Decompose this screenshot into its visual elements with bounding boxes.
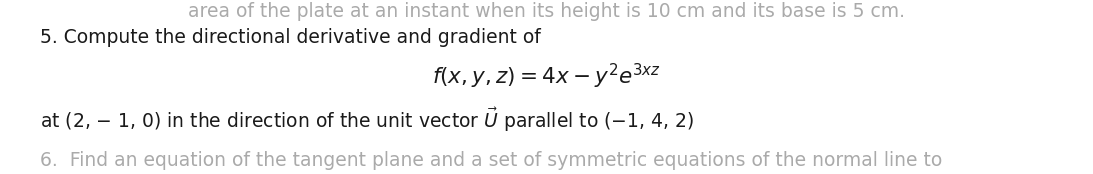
- Text: 5. Compute the directional derivative and gradient of: 5. Compute the directional derivative an…: [40, 28, 541, 47]
- Text: 6.  Find an equation of the tangent plane and a set of symmetric equations of th: 6. Find an equation of the tangent plane…: [40, 151, 942, 170]
- Text: $f(x, y, z) = 4x - y^2e^{3xz}$: $f(x, y, z) = 4x - y^2e^{3xz}$: [432, 62, 661, 91]
- Text: area of the plate at an instant when its height is 10 cm and its base is 5 cm.: area of the plate at an instant when its…: [188, 2, 905, 21]
- Text: at (2, $-$ 1, 0) in the direction of the unit vector $\vec{U}$ parallel to ($-$1: at (2, $-$ 1, 0) in the direction of the…: [40, 106, 694, 134]
